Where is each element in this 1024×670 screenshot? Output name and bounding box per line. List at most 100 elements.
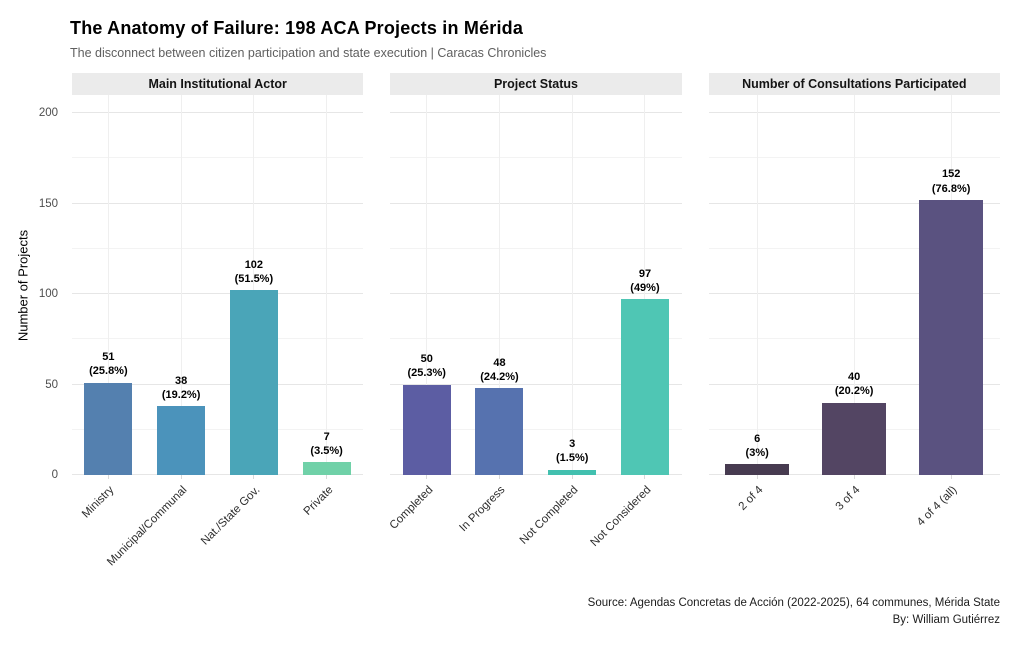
y-tick-label: 0 [51,469,58,481]
bar-not-completed [548,469,597,475]
gridline-minor [390,428,682,430]
bar-2-of-4 [725,464,790,475]
bar-value-label: 152 (76.8%) [932,167,971,196]
y-tick-label: 100 [38,288,58,301]
chart-caption: Source: Agendas Concretas de Acción (202… [0,595,1024,628]
bar-not-considered [620,299,669,475]
gridline-major [390,112,682,114]
x-tick-mark [571,475,573,479]
x-tick-mark [756,475,758,479]
chart-page: The Anatomy of Failure: 198 ACA Projects… [0,18,1024,670]
bar-nat-state-gov- [229,290,278,475]
bar-percent: (3%) [745,446,769,459]
x-tick-mark [180,475,182,479]
bar-count: 152 [941,168,961,181]
gridline-major [72,202,364,204]
gridline-vertical [107,95,109,475]
gridline-minor [390,247,682,249]
y-tick-label: 200 [38,107,58,120]
gridline-minor [72,428,364,430]
bar-value-label: 51 (25.8%) [89,350,128,379]
bar-percent: (20.2%) [834,385,874,398]
chart-subtitle: The disconnect between citizen participa… [70,46,547,60]
bar-count: 6 [754,432,761,445]
gridline-major [72,383,364,385]
caption-source: Source: Agendas Concretas de Acción (202… [587,597,1000,609]
gridline-vertical [326,95,328,475]
x-tick-mark [426,475,428,479]
x-tick-mark [326,475,328,479]
bar-value-label: 48 (24.2%) [480,356,519,385]
y-tick-label: 50 [45,378,58,391]
y-tick-label: 150 [38,197,58,210]
bar-value-label: 40 (20.2%) [835,370,874,399]
x-tick-mark [253,475,255,479]
x-axis-labels: Ministry Municipal/Communal Nat./State Gov… [72,475,363,575]
bar-count: 97 [638,267,652,280]
gridline-major [390,293,682,295]
bar-percent: (76.8%) [931,182,971,195]
chart-area: Number of Projects 0 50 100 150 200 Main Ins… [0,73,1024,575]
gridline-minor [72,247,364,249]
bar-percent: (25.8%) [89,365,128,378]
gridline-minor [390,157,682,159]
x-tick-mark [950,475,952,479]
gridline-major [390,202,682,204]
bar-percent: (25.3%) [407,367,446,380]
gridline-major [390,383,682,385]
x-tick-mark [853,475,855,479]
x-tick-mark [107,475,109,479]
bar-value-label: 6 (3%) [746,432,769,461]
gridline-vertical [853,95,855,475]
bar-percent: (3.5%) [310,445,343,458]
facet-panel-2: Project Status 50 (25.3%) 48 (24.2%) 3 (1.5%) 9… [387,73,682,575]
bar-percent: (19.2%) [161,388,201,401]
facet-panels: Main Institutional Actor 51 (25.8%) 38 (19.2… [72,73,1000,575]
plot-area: 6 (3%) 40 (20.2%) 152 (76.8%) [708,95,1000,475]
gridline-vertical [498,95,500,475]
facet-panel-3: Number of Consultations Participated 6 (3%… [708,73,1000,575]
facet-strip-label: Number of Consultations Participated [708,73,1000,95]
bar-count: 40 [848,371,861,384]
bar-count: 38 [175,374,188,387]
gridline-vertical [426,95,428,475]
bar-ministry [84,382,133,475]
bar-4-of-4-all- [919,199,984,475]
gridline-vertical [180,95,182,475]
bar-in-progress [475,388,524,475]
bar-percent: (24.2%) [480,370,519,383]
gridline-vertical [571,95,573,475]
gridline-major [72,112,364,114]
bar-count: 7 [323,430,330,443]
bar-value-label: 7 (3.5%) [310,430,342,459]
gridline-vertical [644,95,646,475]
x-tick-mark [498,475,500,479]
bar-value-label: 97 (49%) [630,267,659,296]
chart-title: The Anatomy of Failure: 198 ACA Projects… [70,18,524,38]
bar-count: 48 [493,356,506,369]
bar-value-label: 38 (19.2%) [162,374,201,403]
facet-strip-label: Project Status [390,73,682,95]
bar-value-label: 102 (51.5%) [235,258,274,287]
bar-municipal-communal [157,406,206,475]
bar-percent: (1.5%) [556,452,589,465]
bar-percent: (49%) [630,282,660,295]
gridline-major [72,474,364,475]
bar-3-of-4 [822,402,887,475]
gridline-minor [72,338,364,340]
facet-strip-label: Main Institutional Actor [72,73,364,95]
plot-area: 50 (25.3%) 48 (24.2%) 3 (1.5%) 97 (49%) [390,95,682,475]
bar-count: 3 [569,437,576,450]
chart-header: The Anatomy of Failure: 198 ACA Projects… [70,18,1000,60]
y-axis: Number of Projects 0 50 100 150 200 [0,73,72,575]
gridline-minor [390,338,682,340]
plot-area: 51 (25.8%) 38 (19.2%) 102 (51.5%) 7 (3.5%) [72,95,364,475]
bar-count: 51 [102,351,115,364]
bar-value-label: 3 (1.5%) [556,437,588,466]
bar-value-label: 50 (25.3%) [407,352,446,381]
bar-percent: (51.5%) [234,273,274,286]
x-axis-labels: Completed In Progress Not Completed Not Con… [387,475,681,575]
bar-completed [402,384,451,475]
caption-author: By: William Gutiérrez [892,613,1000,626]
